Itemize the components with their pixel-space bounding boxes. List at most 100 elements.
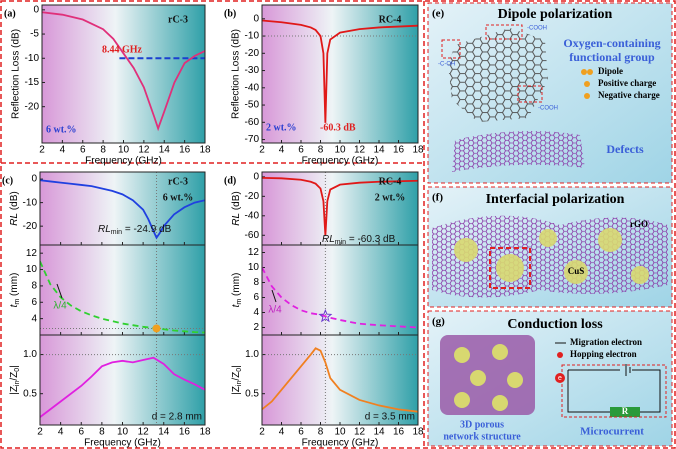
cus-particle — [598, 228, 622, 252]
label-part: 0 — [236, 368, 243, 372]
y-axis-label: Reflection Loss (dB) — [231, 29, 242, 119]
y-tick-label: -10 — [245, 31, 260, 42]
diagram-title: Conduction loss — [507, 317, 603, 332]
label-part: |Z — [9, 386, 20, 395]
annotation: RLmin = -24.9 dB — [98, 224, 172, 237]
label-part: t — [9, 303, 20, 307]
chart: 2 4 6 8 10 12 14 16 18 0 -10 -20 -30 -40 -50 -60 -70 Freq… — [224, 4, 424, 167]
x-tick-label: 10 — [334, 145, 346, 156]
panel-label: (b) — [224, 8, 236, 19]
y-tick-label: 1.0 — [245, 349, 259, 360]
legend-icon — [584, 93, 590, 99]
label-part: t — [231, 303, 242, 307]
y-tick-label: 0 — [253, 172, 259, 183]
y-tick-label: -60 — [245, 117, 260, 128]
label-part: in — [14, 381, 21, 387]
y-tick-label: -20 — [23, 221, 38, 232]
plot-bg — [262, 5, 418, 143]
label-part: in — [236, 381, 243, 387]
panel-f: (f) Interfacial polarization rGO CuS — [427, 186, 673, 308]
y-tick-label: 12 — [26, 248, 38, 259]
current-label: Microcurrent — [580, 426, 644, 438]
electron-label: e — [558, 375, 562, 382]
legend-icon — [557, 352, 563, 358]
group-box — [517, 85, 543, 103]
x-tick-label: 2 — [259, 427, 265, 438]
series-line — [40, 179, 205, 240]
y-tick-label: -70 — [245, 134, 260, 145]
label-part: RL — [231, 213, 242, 226]
x-tick-label: 18 — [199, 145, 211, 156]
y-tick-label: 0 — [253, 13, 259, 24]
legend-icon — [584, 81, 590, 87]
panel-label: (e) — [432, 8, 445, 20]
y-tick-label: 8 — [31, 281, 37, 292]
resistor-label: R — [622, 406, 629, 416]
y-axis-label: tm (mm) — [231, 273, 244, 308]
y-tick-label: -10 — [23, 197, 38, 208]
x-tick-label: 12 — [138, 427, 150, 438]
pores — [454, 344, 523, 411]
y-tick-label: -10 — [25, 53, 40, 64]
label-part: RL — [98, 224, 111, 235]
y-axis-label: |Zin/Z0| — [9, 365, 22, 395]
x-tick-label: 4 — [60, 145, 66, 156]
label-part: m — [14, 299, 21, 305]
y-tick-label: 8 — [253, 277, 259, 288]
series-line — [42, 11, 205, 132]
legend-label: Migration electron — [570, 337, 642, 347]
y-tick-label: 4 — [31, 313, 37, 324]
x-tick-label: 4 — [279, 145, 285, 156]
plot-bg — [40, 335, 205, 425]
group-box — [485, 24, 523, 40]
x-axis-label: Frequency (GHz) — [302, 438, 379, 449]
pointer — [56, 283, 63, 299]
y-tick-label: 1.0 — [23, 349, 37, 360]
y-tick-label: -20 — [245, 48, 260, 59]
group-box — [441, 39, 461, 59]
cus-particle — [631, 266, 649, 284]
chart: 2 4 6 8 10 12 14 16 18 0.5 1.0 Frequency (GHz) |Zin/… — [231, 334, 424, 449]
x-tick-label: 14 — [373, 427, 385, 438]
legend-label: Hopping electron — [570, 349, 637, 359]
label-part: (dB) — [9, 191, 20, 213]
x-tick-label: 12 — [354, 427, 366, 438]
panel-label: (f) — [432, 192, 443, 204]
x-tick-label: 14 — [158, 427, 170, 438]
annotation: RC-4 — [379, 176, 402, 187]
annotation: 6 wt.% — [46, 124, 77, 135]
legend-label: Negative charge — [598, 90, 660, 100]
diagram-title: Interfacial polarization — [486, 192, 625, 207]
annotation: d = 3.5 mm — [365, 412, 415, 423]
label-part: min — [335, 239, 346, 246]
panel-g: (g) Conduction loss 3D porous network st… — [427, 310, 673, 447]
chart: 2 4 6 8 10 12 14 16 18 0 -5 -10 -15 -20 Frequency (GHz… — [4, 4, 211, 166]
y-tick-label: 4 — [253, 307, 259, 318]
y-tick-label: 0.5 — [23, 388, 37, 399]
y-tick-label: 0.5 — [245, 388, 259, 399]
label-part: (dB) — [231, 191, 242, 213]
x-tick-label: 18 — [412, 427, 424, 438]
series-line — [262, 19, 418, 123]
rgo-label: rGO — [630, 219, 648, 229]
plot-frame — [41, 4, 206, 144]
x-axis-label: Frequency (GHz) — [85, 156, 162, 167]
y-axis-label: |Zin/Z0| — [231, 365, 244, 395]
y-axis-label: RL (dB) — [9, 191, 20, 225]
x-tick-label: 8 — [318, 145, 324, 156]
panel-label: (a) — [4, 8, 16, 19]
annotation: 2 wt.% — [266, 122, 297, 133]
y-tick-label: -15 — [25, 77, 40, 88]
x-tick-label: 8 — [100, 145, 106, 156]
cus-particle — [539, 229, 557, 247]
plot-bg — [40, 245, 205, 335]
label-part: RL — [322, 234, 335, 245]
cus-particle — [564, 260, 588, 284]
series-line — [40, 260, 205, 334]
x-tick-label: 6 — [80, 145, 86, 156]
x-tick-label: 2 — [259, 145, 265, 156]
series-line — [262, 347, 418, 413]
marker — [318, 308, 333, 323]
